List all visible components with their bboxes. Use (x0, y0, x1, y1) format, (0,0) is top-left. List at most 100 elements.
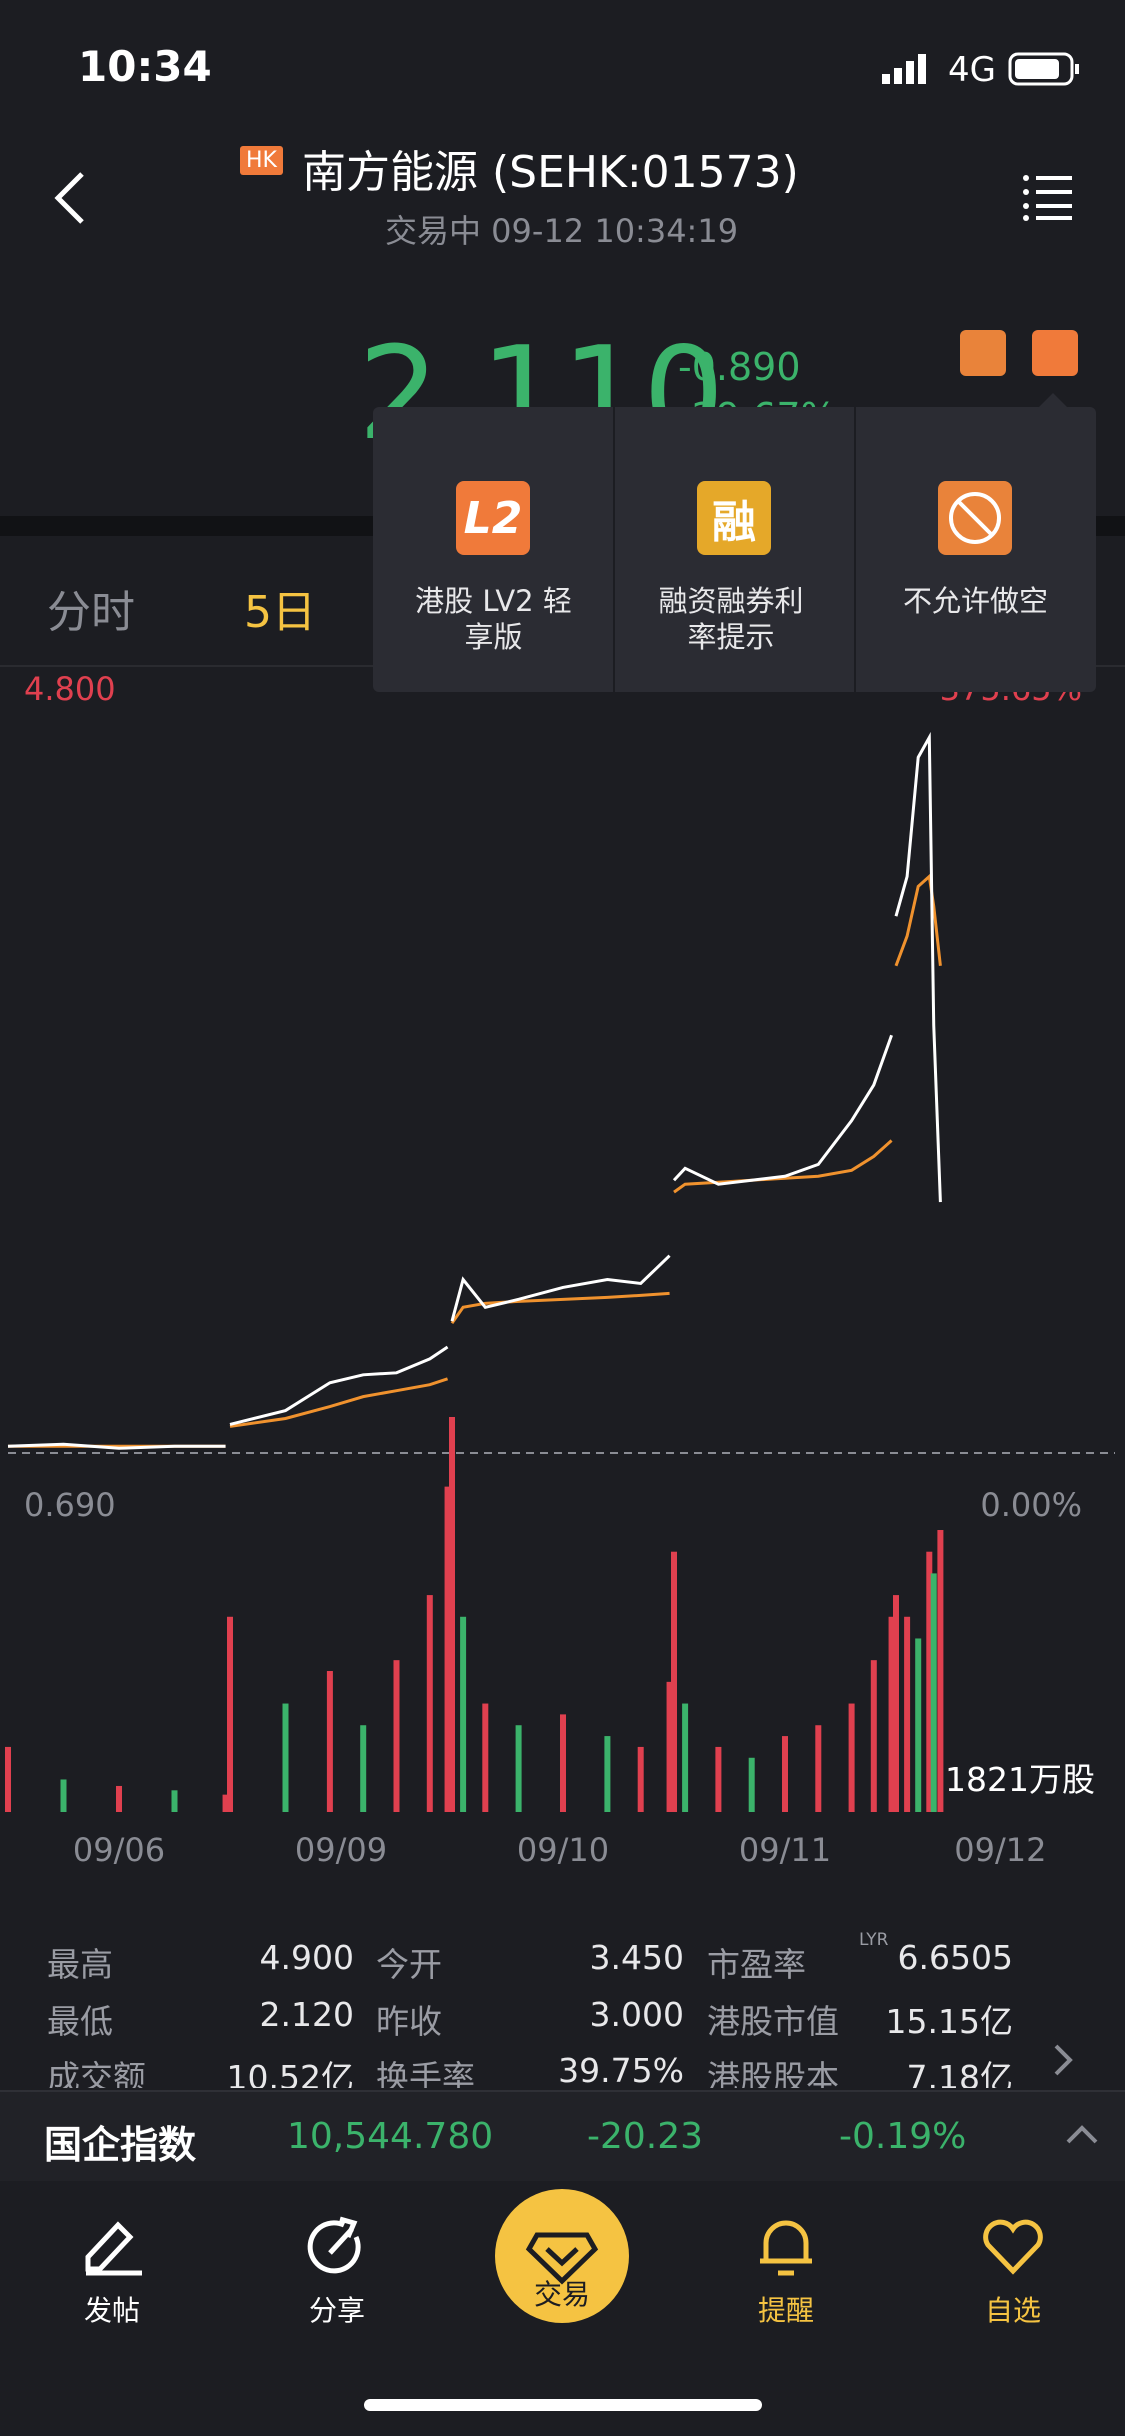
volume-bar (449, 1417, 455, 1812)
stat-value: 6.6505 (897, 1938, 1013, 1977)
tab-active[interactable]: 5日 (244, 587, 316, 638)
more-arrow[interactable] (1052, 2042, 1076, 2078)
volume-bar (171, 1790, 178, 1812)
volume-bar (682, 1703, 689, 1812)
stat-value: 39.75% (558, 2051, 684, 2088)
index-change: -20.23 (587, 2116, 704, 2157)
index-name: 国企指数 (44, 2123, 197, 2167)
volume-bar (116, 1785, 122, 1812)
volume-bar (937, 1530, 944, 1812)
stat-label: 港股股本 (707, 2058, 839, 2088)
index-value: 10,544.780 (287, 2116, 494, 2157)
x-tick-label: 09/11 (739, 1831, 831, 1869)
price-line (7, 731, 942, 1450)
volume-bar (904, 1616, 911, 1812)
popup-label[interactable]: 不允许做空 (902, 584, 1048, 618)
stat-label: 最低 (47, 2002, 113, 2041)
x-tick-label: 09/10 (517, 1831, 609, 1869)
index-bar[interactable]: 国企指数 10,544.780 -20.23 -0.19% (0, 2090, 1125, 2181)
y-tick-label: 0.690 (24, 1486, 116, 1524)
popup-label[interactable]: 港股 LV2 轻享版 (415, 584, 572, 654)
popup: L2 融 港股 LV2 轻享版 融资融券利率提示 不允许做空 (373, 393, 1096, 692)
popup-divider (613, 407, 615, 692)
nav-label[interactable]: 提醒 (757, 2294, 815, 2327)
y-tick-label: 4.800 (24, 670, 116, 708)
volume-bar (666, 1681, 673, 1812)
nav-label[interactable]: 交易 (533, 2278, 591, 2311)
volume-bar (482, 1703, 489, 1812)
stat-value: 15.15亿 (885, 2002, 1013, 2041)
volume-bar (227, 1616, 233, 1812)
volume-bar (748, 1757, 755, 1812)
time: 10:34 (78, 42, 212, 91)
x-tick-label: 09/09 (295, 1831, 387, 1869)
x-tick-label: 09/06 (73, 1831, 165, 1869)
volume-bar (715, 1746, 722, 1812)
popup-icon[interactable]: L2 (456, 481, 530, 555)
index-change-pct: -0.19% (839, 2116, 967, 2157)
volume-bar (426, 1595, 433, 1812)
stat-label: 港股市值 (707, 2002, 839, 2041)
volume-bar (637, 1746, 644, 1812)
nav-label[interactable]: 自选 (984, 2294, 1042, 2327)
stat-value: 10.52亿 (226, 2058, 354, 2088)
y2-tick-label: 0.00% (980, 1486, 1082, 1524)
watchlist-icon[interactable] (982, 2219, 1044, 2275)
volume-bar (393, 1660, 400, 1812)
expand-arrow[interactable] (1064, 2122, 1100, 2146)
volume-bar (870, 1660, 877, 1812)
average-line (8, 873, 942, 1448)
alert-icon[interactable] (756, 2215, 816, 2279)
nav-label[interactable]: 发帖 (83, 2294, 141, 2327)
volume-bar (926, 1551, 933, 1812)
popup-icon[interactable]: 融 (697, 481, 771, 555)
volume-bar (360, 1725, 367, 1812)
volume-bar (782, 1736, 788, 1812)
stat-label: 市盈率 (707, 1945, 806, 1984)
popup-icon[interactable] (938, 481, 1012, 555)
stat-value: 4.900 (259, 1938, 354, 1977)
stat-value: 3.000 (589, 1995, 684, 2034)
stat-label: 成交额 (47, 2058, 146, 2088)
volume-bar (915, 1638, 922, 1812)
stat-sup: LYR (859, 1930, 889, 1950)
volume-bar (222, 1794, 229, 1812)
short-icon[interactable] (960, 330, 1006, 376)
popup-label[interactable]: 融资融券利率提示 (658, 584, 804, 654)
stat-label: 换手率 (376, 2058, 475, 2088)
volume-tick-label: 1821万股 (945, 1760, 1095, 1799)
x-tick-label: 09/12 (954, 1831, 1046, 1869)
volume-bar (604, 1736, 611, 1812)
back-button[interactable] (50, 170, 90, 226)
nav-label[interactable]: 分享 (308, 2294, 366, 2327)
volume-bar (326, 1671, 333, 1812)
stat-value: 2.120 (259, 1995, 354, 2034)
market-badge: HK (240, 146, 283, 175)
volume-bar (60, 1779, 67, 1812)
volume-bar (282, 1703, 289, 1812)
volume-bar (888, 1616, 895, 1812)
stock-title: 南方能源 (SEHK:01573) (302, 147, 799, 198)
volume-bar (5, 1746, 11, 1812)
volume-bar (444, 1486, 451, 1812)
share-icon[interactable] (306, 2215, 368, 2277)
stat-label: 最高 (47, 1945, 113, 1984)
change: -0.890 (678, 345, 801, 389)
volume-bar (893, 1595, 899, 1812)
home-indicator (364, 2399, 762, 2411)
menu-button[interactable] (1022, 172, 1074, 222)
stat-label: 昨收 (376, 2002, 442, 2041)
tab[interactable]: 分时 (47, 587, 135, 638)
trade-button[interactable] (495, 2189, 629, 2323)
stats: 最高 4.900 今开 3.450 市盈率 LYR 6.6505 最低 2.120 昨收 3.000… (47, 1930, 1013, 2088)
stat-label: 今开 (376, 1945, 442, 1984)
popup-arrow (1037, 393, 1069, 409)
post-icon[interactable] (82, 2217, 144, 2277)
trade-status: 交易中 09-12 10:34:19 (385, 212, 739, 250)
volume-bar (930, 1573, 937, 1812)
l2-icon[interactable] (1032, 330, 1078, 376)
nav-bar: 发帖 分享 交易 提醒 自选 (0, 2181, 1125, 2436)
no-short-icon (949, 492, 1001, 544)
